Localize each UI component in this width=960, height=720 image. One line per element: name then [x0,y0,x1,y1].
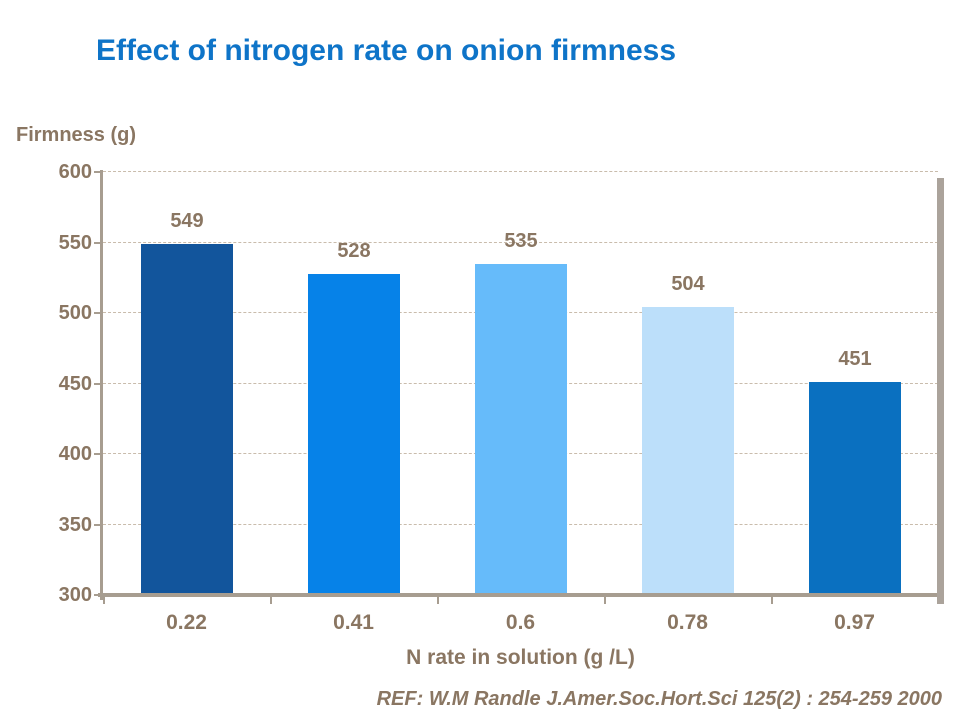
x-tick-label: 0.22 [166,611,207,634]
y-tick-label: 550 [58,232,92,254]
x-tick-label: 0.41 [333,611,374,634]
bar-value-label: 451 [838,348,872,370]
y-tick-label: 500 [58,302,92,324]
plot-area-shadow [937,178,944,604]
y-axis-line [100,170,103,600]
x-axis-title: N rate in solution (g /L) [406,646,635,669]
y-tick-mark [94,171,103,173]
bar [809,382,901,593]
bar [308,274,400,593]
y-tick-mark [94,524,103,526]
y-tick-label: 300 [58,584,92,606]
y-tick-mark [94,453,103,455]
bar-value-label: 549 [170,210,204,232]
chart-title: Effect of nitrogen rate on onion firmnes… [96,34,677,67]
bar-value-label: 504 [671,273,705,295]
y-tick-mark [94,383,103,385]
bar-value-label: 528 [337,240,371,262]
y-tick-label: 450 [58,373,92,395]
y-tick-mark [94,312,103,314]
gridline [103,171,938,172]
bar [642,307,734,593]
y-tick-mark [94,242,103,244]
y-tick-label: 350 [58,514,92,536]
x-tick-mark [103,597,105,604]
y-tick-label: 400 [58,443,92,465]
reference-text: REF: W.M Randle J.Amer.Soc.Hort.Sci 125(… [376,688,942,710]
bar [141,244,233,593]
x-tick-label: 0.78 [667,611,708,634]
x-tick-mark [437,597,439,604]
x-tick-mark [604,597,606,604]
x-tick-mark [270,597,272,604]
bar [475,264,567,593]
y-axis-title: Firmness (g) [16,124,137,146]
x-tick-label: 0.97 [834,611,875,634]
x-tick-label: 0.6 [505,611,536,634]
x-axis-line [98,593,944,597]
y-tick-label: 600 [58,161,92,183]
x-tick-mark [771,597,773,604]
bar-value-label: 535 [504,230,538,252]
gridline [103,242,938,243]
